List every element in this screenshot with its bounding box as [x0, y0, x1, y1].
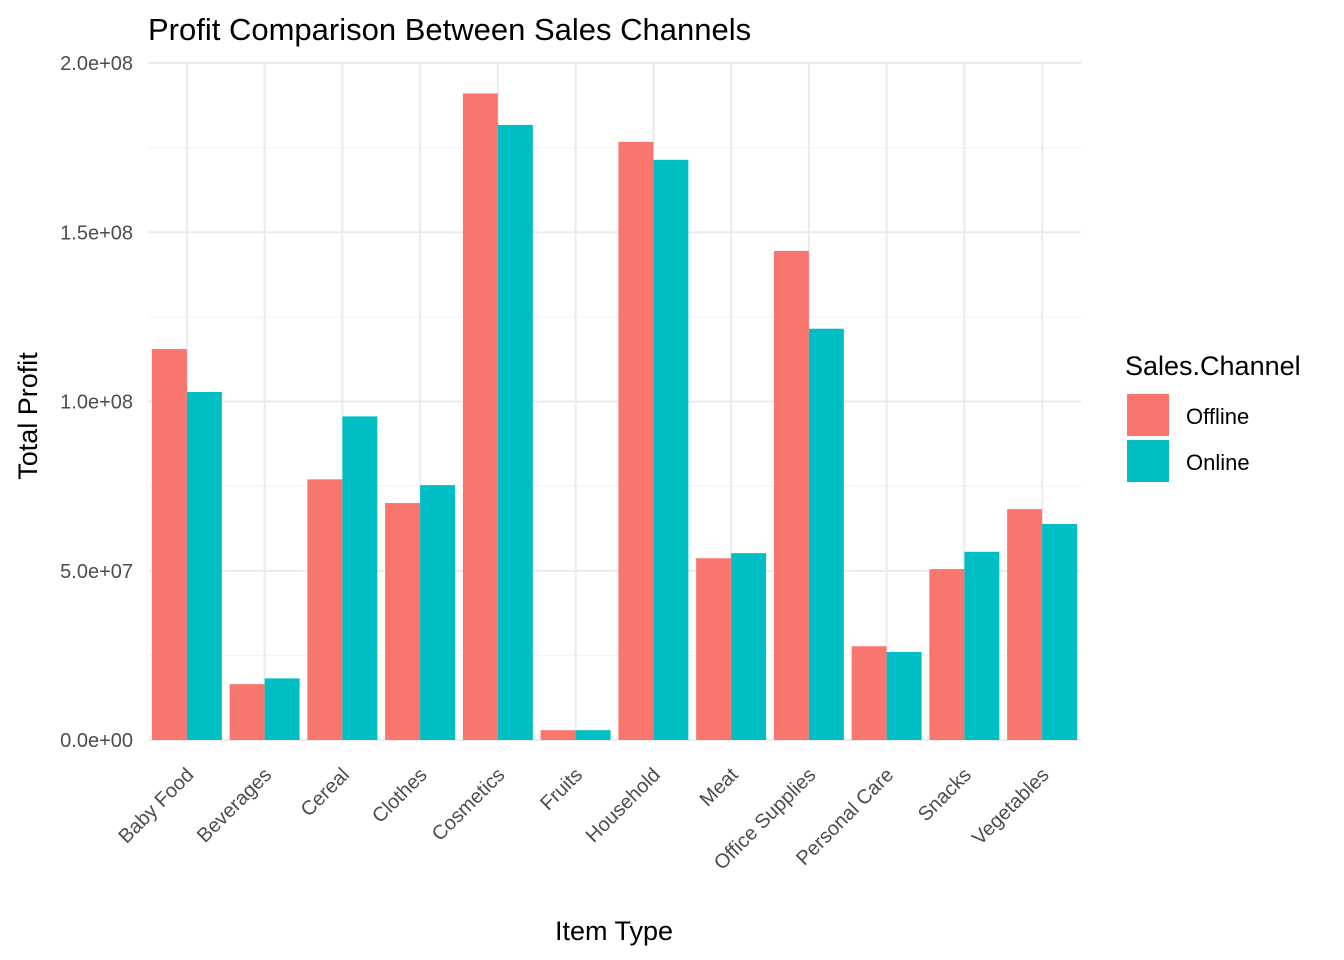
bar-online — [731, 553, 767, 740]
x-tick-label: Beverages — [193, 764, 276, 847]
y-tick-label: 5.0e+07 — [60, 561, 133, 583]
legend-label-offline: Offline — [1186, 404, 1249, 429]
y-tick-label: 2.0e+08 — [60, 53, 133, 75]
bar-online — [342, 416, 378, 740]
bar-online — [964, 551, 1000, 740]
x-axis-title: Item Type — [555, 916, 673, 946]
x-tick-label: Meat — [696, 764, 743, 811]
bar-offline — [929, 569, 965, 740]
x-tick-label: Cosmetics — [428, 764, 510, 846]
bar-offline — [618, 141, 654, 741]
x-tick-label: Baby Food — [114, 764, 198, 848]
bar-online — [1042, 524, 1078, 740]
bar-online — [653, 159, 689, 740]
legend-items: Offline Online — [1127, 394, 1250, 482]
bar-offline — [1007, 509, 1043, 740]
legend-swatch-online — [1127, 440, 1169, 482]
bar-offline — [229, 684, 265, 740]
bars — [151, 93, 1078, 741]
bar-online — [186, 392, 222, 740]
bar-offline — [773, 250, 809, 740]
x-tick-label: Clothes — [368, 764, 432, 828]
legend-title: Sales.Channel — [1125, 351, 1301, 381]
minor-gridlines — [148, 147, 1081, 656]
bar-offline — [851, 646, 887, 740]
bar-online — [497, 124, 533, 741]
legend: Sales.Channel Offline Online — [1125, 351, 1301, 482]
y-axis-title: Total Profit — [13, 352, 43, 480]
bar-offline — [462, 93, 498, 741]
x-tick-label: Cereal — [297, 764, 354, 821]
x-tick-label: Household — [582, 764, 665, 847]
major-gridlines-y — [148, 62, 1081, 741]
y-tick-label: 1.0e+08 — [60, 392, 133, 414]
bar-offline — [151, 349, 187, 740]
bar-offline — [540, 730, 576, 740]
y-axis-tick-labels: 0.0e+00 5.0e+07 1.0e+08 1.5e+08 2.0e+08 — [60, 53, 133, 752]
bar-online — [808, 328, 844, 740]
x-tick-label: Snacks — [914, 764, 976, 826]
bar-online — [886, 651, 922, 740]
bar-offline — [696, 558, 732, 740]
legend-label-online: Online — [1186, 450, 1250, 475]
legend-swatch-offline — [1127, 394, 1169, 436]
chart-title: Profit Comparison Between Sales Channels — [148, 12, 751, 47]
bar-online — [575, 730, 611, 740]
bar-offline — [385, 503, 421, 740]
y-tick-label: 0.0e+00 — [60, 730, 133, 752]
bar-online — [420, 485, 456, 740]
bar-offline — [307, 479, 343, 740]
y-tick-label: 1.5e+08 — [60, 222, 133, 244]
x-tick-label: Vegetables — [968, 764, 1054, 850]
bar-online — [264, 678, 300, 740]
x-tick-label: Fruits — [536, 764, 587, 815]
